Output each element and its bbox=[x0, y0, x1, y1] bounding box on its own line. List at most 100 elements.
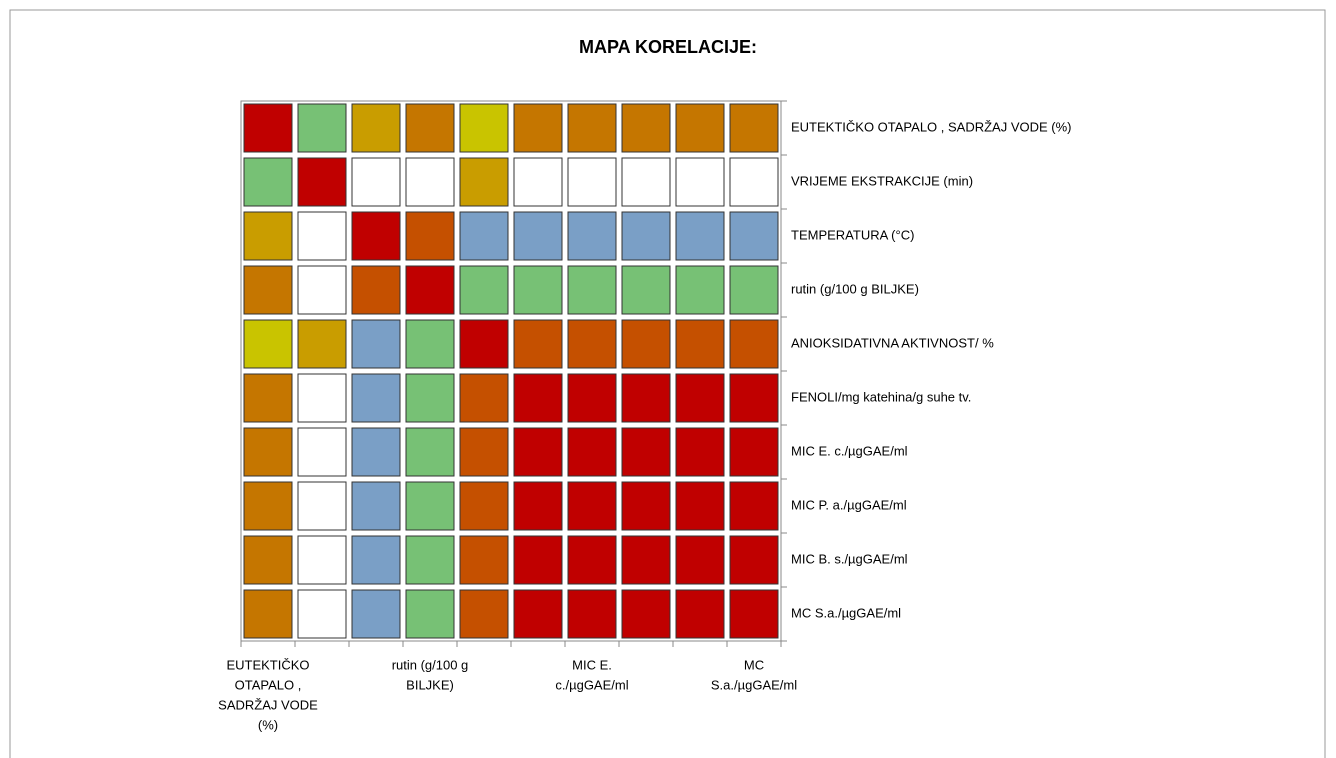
heatmap-cell bbox=[621, 589, 671, 639]
heatmap-cell bbox=[621, 535, 671, 585]
heatmap-cell bbox=[459, 589, 509, 639]
heatmap-cell bbox=[567, 427, 617, 477]
heatmap-cell bbox=[351, 535, 401, 585]
x-label: S.a./µgGAE/ml bbox=[711, 677, 797, 692]
heatmap-cell bbox=[729, 211, 779, 261]
heatmap-cell bbox=[513, 589, 563, 639]
heatmap-cell bbox=[243, 589, 293, 639]
heatmap-cell bbox=[513, 319, 563, 369]
heatmap-cell bbox=[729, 481, 779, 531]
heatmap-cell bbox=[567, 481, 617, 531]
heatmap-cell bbox=[297, 319, 347, 369]
x-label: SADRŽAJ VODE bbox=[218, 697, 318, 712]
heatmap-cell bbox=[459, 265, 509, 315]
heatmap-cell bbox=[567, 157, 617, 207]
heatmap-cell bbox=[405, 589, 455, 639]
heatmap-cell bbox=[405, 373, 455, 423]
heatmap-cell bbox=[729, 265, 779, 315]
x-label: BILJKE) bbox=[406, 677, 454, 692]
heatmap-cell bbox=[729, 157, 779, 207]
heatmap-cell bbox=[621, 319, 671, 369]
heatmap-cell bbox=[351, 481, 401, 531]
heatmap-cell bbox=[567, 211, 617, 261]
heatmap-cell bbox=[729, 373, 779, 423]
heatmap-cell bbox=[621, 481, 671, 531]
row-label: FENOLI/mg katehina/g suhe tv. bbox=[791, 389, 971, 404]
heatmap-cell bbox=[675, 157, 725, 207]
heatmap-cell bbox=[243, 319, 293, 369]
heatmap-cell bbox=[297, 265, 347, 315]
heatmap-cell bbox=[243, 373, 293, 423]
heatmap-cell bbox=[459, 319, 509, 369]
heatmap-cell bbox=[513, 103, 563, 153]
heatmap-cell bbox=[297, 103, 347, 153]
heatmap-cell bbox=[621, 211, 671, 261]
heatmap-cell bbox=[459, 481, 509, 531]
heatmap-cell bbox=[675, 589, 725, 639]
heatmap-cell bbox=[351, 427, 401, 477]
heatmap-cell bbox=[513, 211, 563, 261]
heatmap-cell bbox=[243, 211, 293, 261]
heatmap-cell bbox=[513, 265, 563, 315]
heatmap-cell bbox=[675, 103, 725, 153]
heatmap-cell bbox=[459, 373, 509, 423]
heatmap-cell bbox=[405, 211, 455, 261]
heatmap-cell bbox=[513, 373, 563, 423]
heatmap-cell bbox=[621, 157, 671, 207]
heatmap-cell bbox=[351, 589, 401, 639]
x-label: OTAPALO , bbox=[235, 677, 302, 692]
heatmap-cell bbox=[243, 481, 293, 531]
heatmap-cell bbox=[351, 265, 401, 315]
heatmap-cell bbox=[567, 589, 617, 639]
heatmap-cell bbox=[567, 319, 617, 369]
heatmap-cell bbox=[567, 373, 617, 423]
heatmap-cell bbox=[351, 211, 401, 261]
heatmap-cell bbox=[405, 103, 455, 153]
heatmap-cell bbox=[675, 535, 725, 585]
heatmap-cell bbox=[405, 265, 455, 315]
heatmap-cell bbox=[243, 427, 293, 477]
heatmap-cell bbox=[405, 535, 455, 585]
x-label: MC bbox=[744, 657, 764, 672]
heatmap-cell bbox=[675, 427, 725, 477]
row-label: EUTEKTIČKO OTAPALO , SADRŽAJ VODE (%) bbox=[791, 119, 1072, 134]
heatmap-cell bbox=[729, 535, 779, 585]
heatmap-cell bbox=[729, 427, 779, 477]
heatmap-cell bbox=[675, 265, 725, 315]
chart-title: MAPA KORELACIJE: bbox=[579, 37, 757, 57]
x-label: rutin (g/100 g bbox=[392, 657, 469, 672]
heatmap-cell bbox=[459, 157, 509, 207]
row-label: MIC P. a./µgGAE/ml bbox=[791, 497, 907, 512]
heatmap-cell bbox=[405, 157, 455, 207]
heatmap-cell bbox=[351, 319, 401, 369]
row-label: MIC E. c./µgGAE/ml bbox=[791, 443, 908, 458]
heatmap-cell bbox=[675, 211, 725, 261]
row-label: VRIJEME EKSTRAKCIJE (min) bbox=[791, 173, 973, 188]
heatmap-cell bbox=[243, 535, 293, 585]
heatmap-cell bbox=[297, 211, 347, 261]
heatmap-cell bbox=[621, 373, 671, 423]
x-label: EUTEKTIČKO bbox=[226, 657, 309, 672]
heatmap-cell bbox=[297, 427, 347, 477]
row-label: MC S.a./µgGAE/ml bbox=[791, 605, 901, 620]
heatmap-cell bbox=[621, 265, 671, 315]
heatmap-cell bbox=[729, 319, 779, 369]
heatmap-cell bbox=[243, 157, 293, 207]
heatmap-cell bbox=[459, 211, 509, 261]
heatmap-cell bbox=[351, 373, 401, 423]
heatmap-cell bbox=[297, 535, 347, 585]
row-label: MIC B. s./µgGAE/ml bbox=[791, 551, 908, 566]
heatmap-cell bbox=[621, 103, 671, 153]
row-label: TEMPERATURA (°C) bbox=[791, 227, 914, 242]
heatmap-cell bbox=[567, 103, 617, 153]
heatmap-cell bbox=[297, 589, 347, 639]
x-label: (%) bbox=[258, 717, 278, 732]
heatmap-cell bbox=[513, 157, 563, 207]
heatmap-cell bbox=[459, 427, 509, 477]
row-label: ANIOKSIDATIVNA AKTIVNOST/ % bbox=[791, 335, 994, 350]
heatmap-cell bbox=[729, 103, 779, 153]
frame bbox=[9, 9, 1326, 758]
heatmap-cell bbox=[567, 535, 617, 585]
